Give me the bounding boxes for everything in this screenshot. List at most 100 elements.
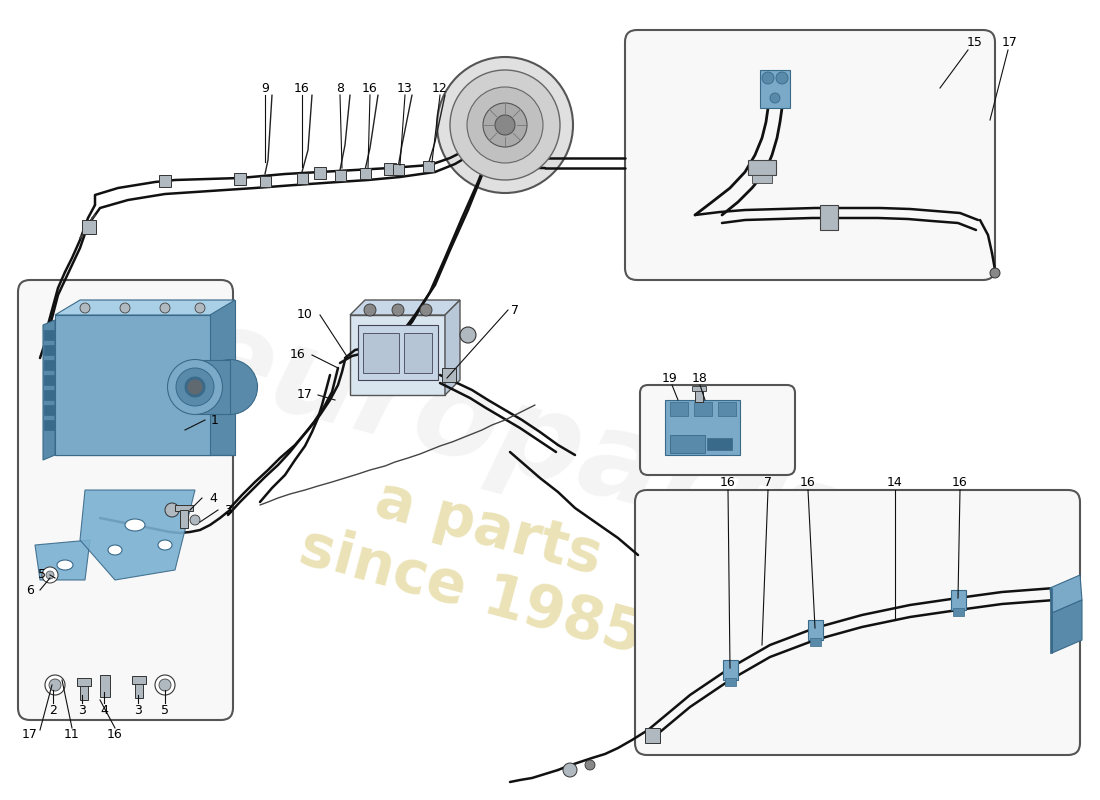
- Bar: [44, 345, 54, 355]
- Circle shape: [990, 268, 1000, 278]
- Bar: [424, 161, 434, 172]
- Text: 17: 17: [22, 729, 37, 742]
- Circle shape: [190, 515, 200, 525]
- Circle shape: [160, 679, 170, 691]
- Bar: [297, 173, 308, 184]
- Bar: [358, 325, 438, 380]
- Bar: [260, 176, 271, 187]
- Bar: [820, 205, 838, 230]
- Text: 13: 13: [397, 82, 412, 94]
- Text: 16: 16: [107, 729, 123, 742]
- Circle shape: [450, 70, 560, 180]
- Text: 8: 8: [336, 82, 344, 94]
- Bar: [44, 390, 54, 400]
- Polygon shape: [43, 320, 55, 460]
- Ellipse shape: [57, 560, 73, 570]
- Bar: [44, 360, 54, 370]
- FancyBboxPatch shape: [625, 30, 996, 280]
- Bar: [180, 510, 188, 528]
- Circle shape: [80, 303, 90, 313]
- Bar: [808, 620, 823, 640]
- Text: 16: 16: [290, 349, 306, 362]
- Text: 16: 16: [362, 82, 378, 94]
- Text: a parts
since 1985: a parts since 1985: [294, 455, 667, 665]
- Bar: [953, 608, 964, 616]
- Text: 1: 1: [211, 414, 219, 426]
- Bar: [748, 160, 775, 175]
- Circle shape: [195, 303, 205, 313]
- Text: 11: 11: [64, 729, 80, 742]
- Circle shape: [155, 675, 175, 695]
- Ellipse shape: [176, 368, 214, 406]
- Bar: [670, 402, 688, 416]
- Text: 16: 16: [953, 477, 968, 490]
- Circle shape: [483, 103, 527, 147]
- Polygon shape: [80, 490, 195, 580]
- Text: 16: 16: [720, 477, 736, 490]
- Text: 7: 7: [764, 477, 772, 490]
- Bar: [670, 435, 705, 453]
- Text: 3: 3: [78, 703, 86, 717]
- Text: 4: 4: [209, 491, 217, 505]
- Text: 6: 6: [26, 583, 34, 597]
- Polygon shape: [80, 300, 235, 455]
- Bar: [363, 333, 399, 373]
- Text: 10: 10: [297, 309, 312, 322]
- Bar: [666, 400, 740, 455]
- Circle shape: [50, 679, 60, 691]
- Bar: [132, 676, 146, 684]
- Text: 18: 18: [692, 371, 708, 385]
- Bar: [384, 163, 396, 175]
- Text: 19: 19: [662, 371, 678, 385]
- Ellipse shape: [108, 545, 122, 555]
- Text: 16: 16: [800, 477, 816, 490]
- Text: 5: 5: [39, 569, 46, 582]
- Bar: [44, 330, 54, 340]
- Text: 15: 15: [967, 35, 983, 49]
- Text: 17: 17: [297, 389, 312, 402]
- Text: 7: 7: [512, 303, 519, 317]
- Circle shape: [420, 304, 432, 316]
- Circle shape: [495, 115, 515, 135]
- Bar: [810, 638, 821, 646]
- Bar: [695, 388, 703, 402]
- Ellipse shape: [185, 377, 205, 397]
- Bar: [80, 680, 88, 700]
- Bar: [645, 728, 660, 743]
- Circle shape: [187, 379, 204, 395]
- Bar: [135, 678, 143, 698]
- Circle shape: [563, 763, 578, 777]
- Bar: [44, 420, 54, 430]
- Circle shape: [770, 93, 780, 103]
- Circle shape: [45, 675, 65, 695]
- Ellipse shape: [158, 540, 172, 550]
- Text: 16: 16: [294, 82, 310, 94]
- Ellipse shape: [202, 359, 257, 414]
- FancyBboxPatch shape: [635, 490, 1080, 755]
- Bar: [44, 375, 54, 385]
- Polygon shape: [350, 315, 446, 395]
- Circle shape: [120, 303, 130, 313]
- Circle shape: [165, 503, 179, 517]
- Bar: [234, 173, 246, 185]
- Text: 9: 9: [261, 82, 268, 94]
- Polygon shape: [350, 300, 460, 315]
- Polygon shape: [55, 300, 235, 315]
- Polygon shape: [55, 315, 210, 455]
- Circle shape: [42, 567, 58, 583]
- Circle shape: [392, 304, 404, 316]
- Text: 17: 17: [1002, 35, 1018, 49]
- Bar: [393, 164, 404, 175]
- Bar: [175, 505, 192, 511]
- Bar: [723, 660, 738, 680]
- Text: 3: 3: [134, 703, 142, 717]
- Polygon shape: [35, 540, 90, 580]
- Ellipse shape: [125, 519, 145, 531]
- Ellipse shape: [167, 359, 222, 414]
- Circle shape: [776, 72, 788, 84]
- Bar: [442, 368, 456, 382]
- Bar: [718, 402, 736, 416]
- Text: 4: 4: [100, 703, 108, 717]
- FancyBboxPatch shape: [640, 385, 795, 475]
- Bar: [82, 220, 96, 234]
